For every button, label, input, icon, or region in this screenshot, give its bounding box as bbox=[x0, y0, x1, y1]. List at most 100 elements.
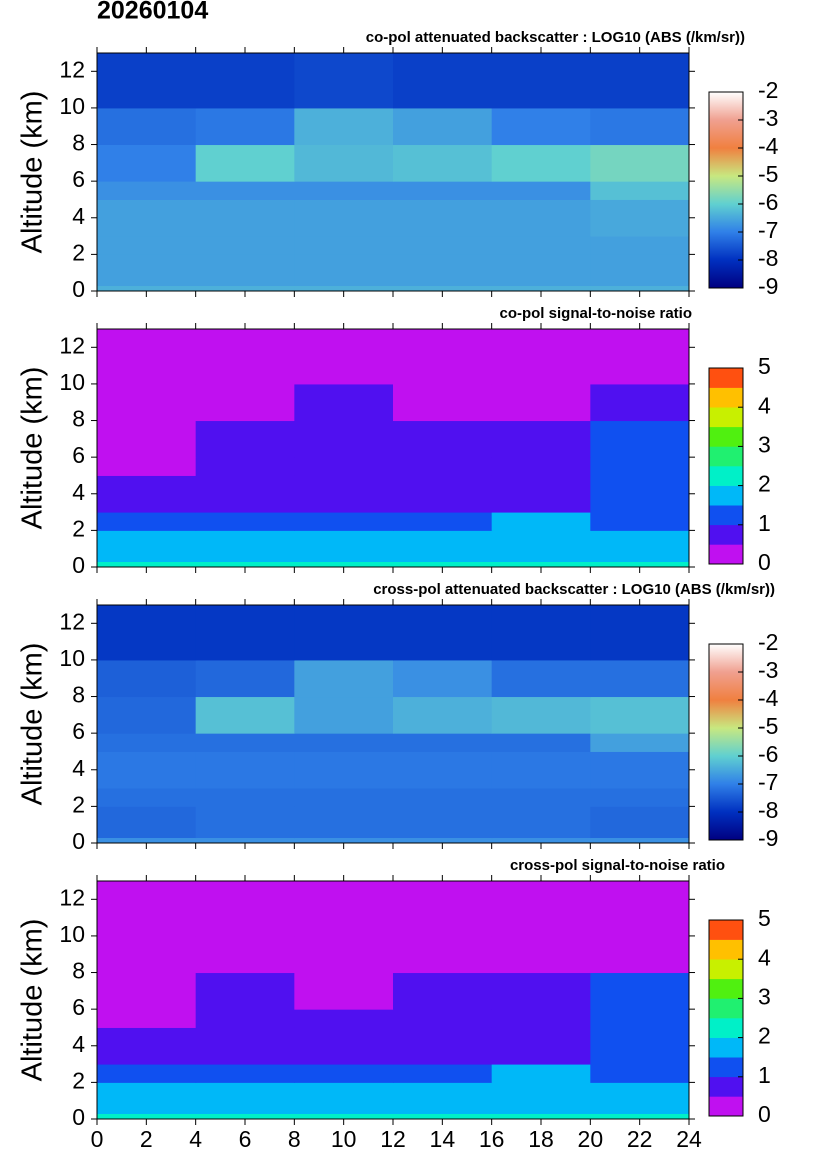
heatmap-cell bbox=[294, 329, 394, 385]
heatmap-cell bbox=[590, 881, 690, 937]
colorbar-tick-label: 3 bbox=[758, 431, 771, 457]
heatmap-cell bbox=[294, 144, 394, 182]
colorbar-tick-label: -2 bbox=[758, 629, 778, 655]
heatmap-cell bbox=[294, 659, 394, 698]
heatmap-cell bbox=[195, 696, 295, 734]
heatmap-cell bbox=[294, 254, 394, 287]
panel-title: co-pol attenuated backscatter : LOG10 (A… bbox=[366, 29, 745, 46]
heatmap-cell bbox=[393, 420, 493, 458]
heatmap-cell bbox=[393, 881, 493, 937]
heatmap-cell bbox=[294, 457, 394, 476]
heatmap-cell bbox=[491, 696, 591, 734]
heatmap-cell bbox=[195, 881, 295, 937]
heatmap-cell bbox=[195, 1064, 295, 1083]
x-tick-label: 4 bbox=[189, 1126, 202, 1152]
colorbar-fill bbox=[709, 644, 743, 840]
heatmap-cell bbox=[590, 107, 690, 146]
heatmap-cell bbox=[393, 107, 493, 146]
y-tick-label: 0 bbox=[72, 1104, 85, 1130]
colorbar-tick-label: 0 bbox=[758, 549, 771, 575]
heatmap-cell bbox=[590, 236, 690, 255]
panel-title: cross-pol signal-to-noise ratio bbox=[510, 857, 725, 874]
y-tick-label: 8 bbox=[72, 130, 85, 156]
colorbar-tick-label: -8 bbox=[758, 797, 778, 823]
x-tick-label: 10 bbox=[331, 1126, 357, 1152]
heatmap-cell bbox=[97, 806, 197, 839]
x-tick-label: 24 bbox=[676, 1126, 702, 1152]
colorbar-frame bbox=[708, 919, 744, 1117]
heatmap-cell bbox=[393, 475, 493, 513]
heatmap-cell bbox=[195, 561, 295, 568]
heatmap-cell bbox=[491, 733, 591, 752]
heatmap-cell bbox=[393, 512, 493, 531]
heatmap-cell bbox=[294, 1064, 394, 1083]
heatmap-cell bbox=[393, 1082, 493, 1115]
heatmap-cell bbox=[195, 236, 295, 255]
heatmap-cell bbox=[195, 788, 295, 807]
heatmap-cell bbox=[491, 420, 591, 458]
heatmap-cell bbox=[491, 806, 591, 839]
heatmap-cell bbox=[97, 733, 197, 752]
heatmap-cell bbox=[491, 605, 591, 661]
heatmap-cell bbox=[590, 329, 690, 385]
heatmap-cell bbox=[97, 199, 197, 237]
heatmap-cell bbox=[195, 144, 295, 182]
heatmap-cell bbox=[393, 659, 493, 698]
heatmap-cell bbox=[195, 107, 295, 146]
y-axis-label: Altitude (km) bbox=[17, 919, 49, 1082]
colorbar-band bbox=[709, 1037, 743, 1058]
heatmap-cell bbox=[97, 1027, 197, 1065]
heatmap-cell bbox=[195, 605, 295, 661]
heatmap-cell bbox=[294, 837, 394, 844]
heatmap-cell bbox=[195, 53, 295, 109]
heatmap-cell bbox=[97, 236, 197, 255]
heatmap-cell bbox=[393, 605, 493, 661]
x-tick-label: 14 bbox=[430, 1126, 456, 1152]
heatmap-cell bbox=[294, 285, 394, 292]
heatmap-cell bbox=[294, 972, 394, 1010]
heatmap-cell bbox=[590, 285, 690, 292]
colorbar-tick-label: -9 bbox=[758, 825, 778, 851]
heatmap-cell bbox=[491, 788, 591, 807]
colorbar-tick-label: 5 bbox=[758, 353, 771, 379]
x-tick-label: 12 bbox=[380, 1126, 406, 1152]
heatmap-cell bbox=[294, 1082, 394, 1115]
colorbar-tick-label: 4 bbox=[758, 392, 771, 418]
heatmap-cell bbox=[491, 935, 591, 974]
heatmap-cell bbox=[491, 144, 591, 182]
heatmap-cell bbox=[294, 806, 394, 839]
heatmap-cell bbox=[195, 1082, 295, 1115]
colorbar-band bbox=[709, 959, 743, 980]
heatmap-cell bbox=[590, 1009, 690, 1028]
heatmap-cell bbox=[97, 512, 197, 531]
heatmap-cell bbox=[590, 1027, 690, 1065]
heatmap-cell bbox=[195, 837, 295, 844]
heatmap-cell bbox=[294, 733, 394, 752]
heatmap-cell bbox=[195, 806, 295, 839]
heatmap-cell bbox=[294, 1009, 394, 1028]
y-tick-label: 2 bbox=[72, 239, 85, 265]
colorbar-band bbox=[709, 505, 743, 526]
colorbar-frame bbox=[708, 367, 744, 565]
colorbar-tick-label: -3 bbox=[758, 657, 778, 683]
heatmap-cell bbox=[97, 329, 197, 385]
heatmap-cell bbox=[97, 972, 197, 1010]
heatmap-cell bbox=[294, 199, 394, 237]
heatmap-cell bbox=[97, 696, 197, 734]
heatmap-cell bbox=[195, 659, 295, 698]
heatmap-cell bbox=[393, 733, 493, 752]
y-tick-label: 10 bbox=[59, 645, 85, 671]
heatmap-cell bbox=[97, 1009, 197, 1028]
heatmap-cell bbox=[393, 199, 493, 237]
colorbar-tick-label: -9 bbox=[758, 273, 778, 299]
heatmap-cell bbox=[195, 254, 295, 287]
x-tick-label: 0 bbox=[91, 1126, 104, 1152]
y-tick-label: 2 bbox=[72, 1067, 85, 1093]
heatmap-cell bbox=[97, 1082, 197, 1115]
heatmap-cell bbox=[195, 1027, 295, 1065]
heatmap-cell bbox=[590, 751, 690, 789]
y-tick-label: 4 bbox=[72, 1031, 85, 1057]
colorbar-tick-label: 2 bbox=[758, 1023, 771, 1049]
heatmap-cell bbox=[590, 788, 690, 807]
heatmap-cell bbox=[97, 751, 197, 789]
